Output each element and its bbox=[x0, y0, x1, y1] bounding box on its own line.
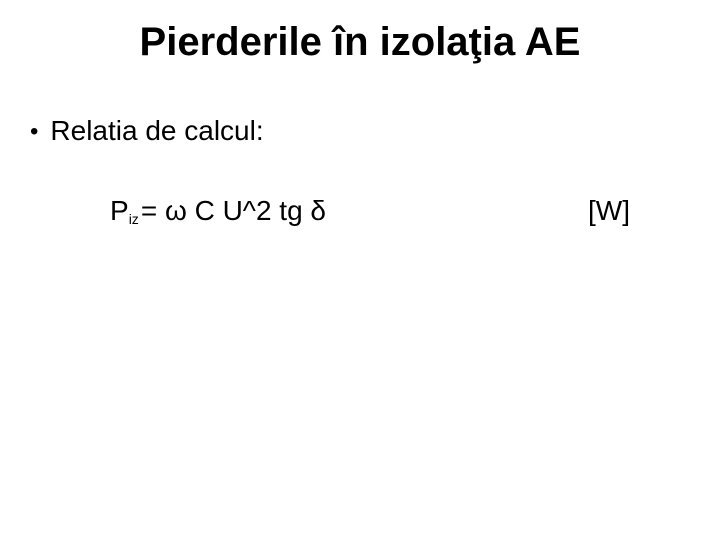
formula-expression: Piz = ω C U^2 tg δ bbox=[110, 195, 326, 227]
formula-subscript: iz bbox=[129, 211, 139, 227]
bullet-text: Relatia de calcul: bbox=[50, 115, 263, 147]
bullet-marker: • bbox=[30, 115, 38, 149]
formula-row: Piz = ω C U^2 tg δ [W] bbox=[110, 195, 630, 227]
formula-symbol: P bbox=[110, 195, 129, 227]
bullet-item: • Relatia de calcul: bbox=[30, 115, 264, 149]
formula-unit: [W] bbox=[588, 195, 630, 227]
formula-rest: = ω C U^2 tg δ bbox=[141, 195, 326, 227]
slide-title: Pierderile în izolaţia AE bbox=[0, 20, 720, 65]
